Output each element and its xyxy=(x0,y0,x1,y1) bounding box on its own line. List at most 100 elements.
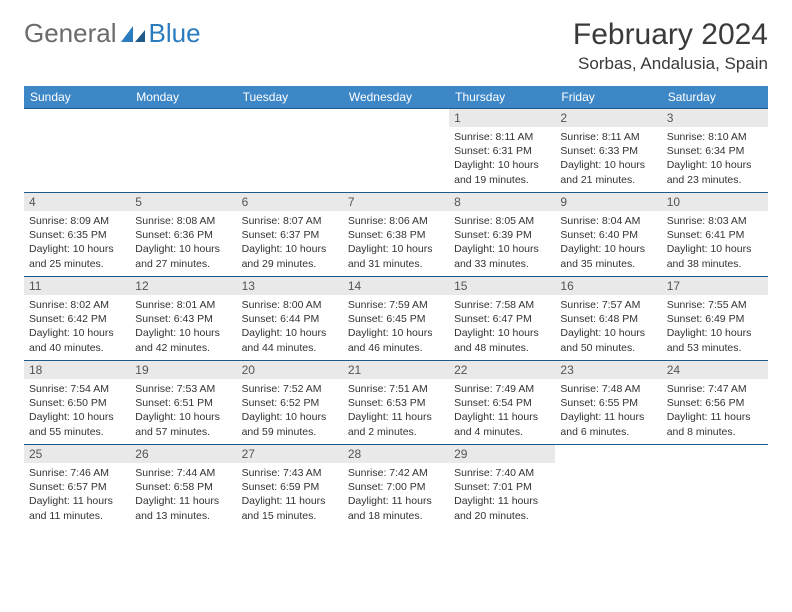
day-number: 25 xyxy=(24,445,130,463)
day-info: Sunrise: 8:11 AMSunset: 6:31 PMDaylight:… xyxy=(449,127,555,190)
calendar-day-cell: 3Sunrise: 8:10 AMSunset: 6:34 PMDaylight… xyxy=(662,109,768,193)
day-info: Sunrise: 8:05 AMSunset: 6:39 PMDaylight:… xyxy=(449,211,555,274)
weekday-header: Thursday xyxy=(449,86,555,109)
calendar-day-cell: 8Sunrise: 8:05 AMSunset: 6:39 PMDaylight… xyxy=(449,193,555,277)
day-info: Sunrise: 8:09 AMSunset: 6:35 PMDaylight:… xyxy=(24,211,130,274)
day-info: Sunrise: 8:08 AMSunset: 6:36 PMDaylight:… xyxy=(130,211,236,274)
day-number: 23 xyxy=(555,361,661,379)
calendar-week-row: 11Sunrise: 8:02 AMSunset: 6:42 PMDayligh… xyxy=(24,277,768,361)
day-info: Sunrise: 7:47 AMSunset: 6:56 PMDaylight:… xyxy=(662,379,768,442)
day-info: Sunrise: 8:10 AMSunset: 6:34 PMDaylight:… xyxy=(662,127,768,190)
day-number: 17 xyxy=(662,277,768,295)
day-info: Sunrise: 8:02 AMSunset: 6:42 PMDaylight:… xyxy=(24,295,130,358)
day-info: Sunrise: 7:44 AMSunset: 6:58 PMDaylight:… xyxy=(130,463,236,526)
day-info: Sunrise: 8:06 AMSunset: 6:38 PMDaylight:… xyxy=(343,211,449,274)
day-number: 10 xyxy=(662,193,768,211)
calendar-day-cell: 16Sunrise: 7:57 AMSunset: 6:48 PMDayligh… xyxy=(555,277,661,361)
calendar-week-row: 18Sunrise: 7:54 AMSunset: 6:50 PMDayligh… xyxy=(24,361,768,445)
calendar-day-cell xyxy=(130,109,236,193)
day-number: 22 xyxy=(449,361,555,379)
day-number: 13 xyxy=(237,277,343,295)
calendar-day-cell: 5Sunrise: 8:08 AMSunset: 6:36 PMDaylight… xyxy=(130,193,236,277)
calendar-day-cell: 22Sunrise: 7:49 AMSunset: 6:54 PMDayligh… xyxy=(449,361,555,445)
calendar-day-cell: 27Sunrise: 7:43 AMSunset: 6:59 PMDayligh… xyxy=(237,445,343,529)
calendar-week-row: 1Sunrise: 8:11 AMSunset: 6:31 PMDaylight… xyxy=(24,109,768,193)
calendar-day-cell: 20Sunrise: 7:52 AMSunset: 6:52 PMDayligh… xyxy=(237,361,343,445)
day-number: 29 xyxy=(449,445,555,463)
calendar-day-cell: 28Sunrise: 7:42 AMSunset: 7:00 PMDayligh… xyxy=(343,445,449,529)
calendar-day-cell: 24Sunrise: 7:47 AMSunset: 6:56 PMDayligh… xyxy=(662,361,768,445)
calendar-day-cell: 2Sunrise: 8:11 AMSunset: 6:33 PMDaylight… xyxy=(555,109,661,193)
day-info: Sunrise: 8:11 AMSunset: 6:33 PMDaylight:… xyxy=(555,127,661,190)
day-info: Sunrise: 7:48 AMSunset: 6:55 PMDaylight:… xyxy=(555,379,661,442)
calendar-day-cell: 4Sunrise: 8:09 AMSunset: 6:35 PMDaylight… xyxy=(24,193,130,277)
calendar-day-cell xyxy=(237,109,343,193)
day-info: Sunrise: 7:59 AMSunset: 6:45 PMDaylight:… xyxy=(343,295,449,358)
day-info: Sunrise: 7:49 AMSunset: 6:54 PMDaylight:… xyxy=(449,379,555,442)
day-info: Sunrise: 8:07 AMSunset: 6:37 PMDaylight:… xyxy=(237,211,343,274)
day-info: Sunrise: 7:40 AMSunset: 7:01 PMDaylight:… xyxy=(449,463,555,526)
day-number: 4 xyxy=(24,193,130,211)
day-info: Sunrise: 7:58 AMSunset: 6:47 PMDaylight:… xyxy=(449,295,555,358)
calendar-day-cell: 21Sunrise: 7:51 AMSunset: 6:53 PMDayligh… xyxy=(343,361,449,445)
calendar-day-cell: 13Sunrise: 8:00 AMSunset: 6:44 PMDayligh… xyxy=(237,277,343,361)
calendar-day-cell: 10Sunrise: 8:03 AMSunset: 6:41 PMDayligh… xyxy=(662,193,768,277)
calendar-day-cell: 9Sunrise: 8:04 AMSunset: 6:40 PMDaylight… xyxy=(555,193,661,277)
day-number: 9 xyxy=(555,193,661,211)
weekday-header: Friday xyxy=(555,86,661,109)
weekday-header: Tuesday xyxy=(237,86,343,109)
day-number: 6 xyxy=(237,193,343,211)
calendar-day-cell: 11Sunrise: 8:02 AMSunset: 6:42 PMDayligh… xyxy=(24,277,130,361)
day-info: Sunrise: 8:04 AMSunset: 6:40 PMDaylight:… xyxy=(555,211,661,274)
calendar-day-cell xyxy=(555,445,661,529)
calendar-day-cell: 1Sunrise: 8:11 AMSunset: 6:31 PMDaylight… xyxy=(449,109,555,193)
day-number: 12 xyxy=(130,277,236,295)
day-number: 3 xyxy=(662,109,768,127)
day-number: 18 xyxy=(24,361,130,379)
logo: General Blue xyxy=(24,18,201,49)
calendar-body: 1Sunrise: 8:11 AMSunset: 6:31 PMDaylight… xyxy=(24,109,768,529)
location-subtitle: Sorbas, Andalusia, Spain xyxy=(573,54,768,74)
day-info: Sunrise: 7:52 AMSunset: 6:52 PMDaylight:… xyxy=(237,379,343,442)
calendar-week-row: 4Sunrise: 8:09 AMSunset: 6:35 PMDaylight… xyxy=(24,193,768,277)
calendar-day-cell: 7Sunrise: 8:06 AMSunset: 6:38 PMDaylight… xyxy=(343,193,449,277)
day-info: Sunrise: 7:46 AMSunset: 6:57 PMDaylight:… xyxy=(24,463,130,526)
day-info: Sunrise: 7:51 AMSunset: 6:53 PMDaylight:… xyxy=(343,379,449,442)
day-number: 11 xyxy=(24,277,130,295)
weekday-header: Sunday xyxy=(24,86,130,109)
day-info: Sunrise: 7:42 AMSunset: 7:00 PMDaylight:… xyxy=(343,463,449,526)
day-number: 16 xyxy=(555,277,661,295)
logo-text-blue: Blue xyxy=(149,18,201,49)
day-info: Sunrise: 8:03 AMSunset: 6:41 PMDaylight:… xyxy=(662,211,768,274)
calendar-table: SundayMondayTuesdayWednesdayThursdayFrid… xyxy=(24,86,768,529)
day-number: 8 xyxy=(449,193,555,211)
weekday-header: Monday xyxy=(130,86,236,109)
calendar-day-cell xyxy=(662,445,768,529)
day-number: 20 xyxy=(237,361,343,379)
logo-text-general: General xyxy=(24,18,117,49)
calendar-day-cell: 15Sunrise: 7:58 AMSunset: 6:47 PMDayligh… xyxy=(449,277,555,361)
calendar-day-cell xyxy=(24,109,130,193)
calendar-day-cell: 6Sunrise: 8:07 AMSunset: 6:37 PMDaylight… xyxy=(237,193,343,277)
day-info: Sunrise: 7:55 AMSunset: 6:49 PMDaylight:… xyxy=(662,295,768,358)
day-info: Sunrise: 7:57 AMSunset: 6:48 PMDaylight:… xyxy=(555,295,661,358)
day-number: 14 xyxy=(343,277,449,295)
day-number: 5 xyxy=(130,193,236,211)
calendar-day-cell xyxy=(343,109,449,193)
day-number: 21 xyxy=(343,361,449,379)
title-block: February 2024 Sorbas, Andalusia, Spain xyxy=(573,18,768,74)
day-number: 2 xyxy=(555,109,661,127)
day-info: Sunrise: 8:01 AMSunset: 6:43 PMDaylight:… xyxy=(130,295,236,358)
calendar-day-cell: 23Sunrise: 7:48 AMSunset: 6:55 PMDayligh… xyxy=(555,361,661,445)
day-number: 24 xyxy=(662,361,768,379)
day-number: 27 xyxy=(237,445,343,463)
calendar-week-row: 25Sunrise: 7:46 AMSunset: 6:57 PMDayligh… xyxy=(24,445,768,529)
calendar-day-cell: 12Sunrise: 8:01 AMSunset: 6:43 PMDayligh… xyxy=(130,277,236,361)
day-info: Sunrise: 8:00 AMSunset: 6:44 PMDaylight:… xyxy=(237,295,343,358)
day-number: 1 xyxy=(449,109,555,127)
calendar-day-cell: 17Sunrise: 7:55 AMSunset: 6:49 PMDayligh… xyxy=(662,277,768,361)
weekday-header: Saturday xyxy=(662,86,768,109)
day-number: 19 xyxy=(130,361,236,379)
month-title: February 2024 xyxy=(573,18,768,52)
calendar-day-cell: 18Sunrise: 7:54 AMSunset: 6:50 PMDayligh… xyxy=(24,361,130,445)
